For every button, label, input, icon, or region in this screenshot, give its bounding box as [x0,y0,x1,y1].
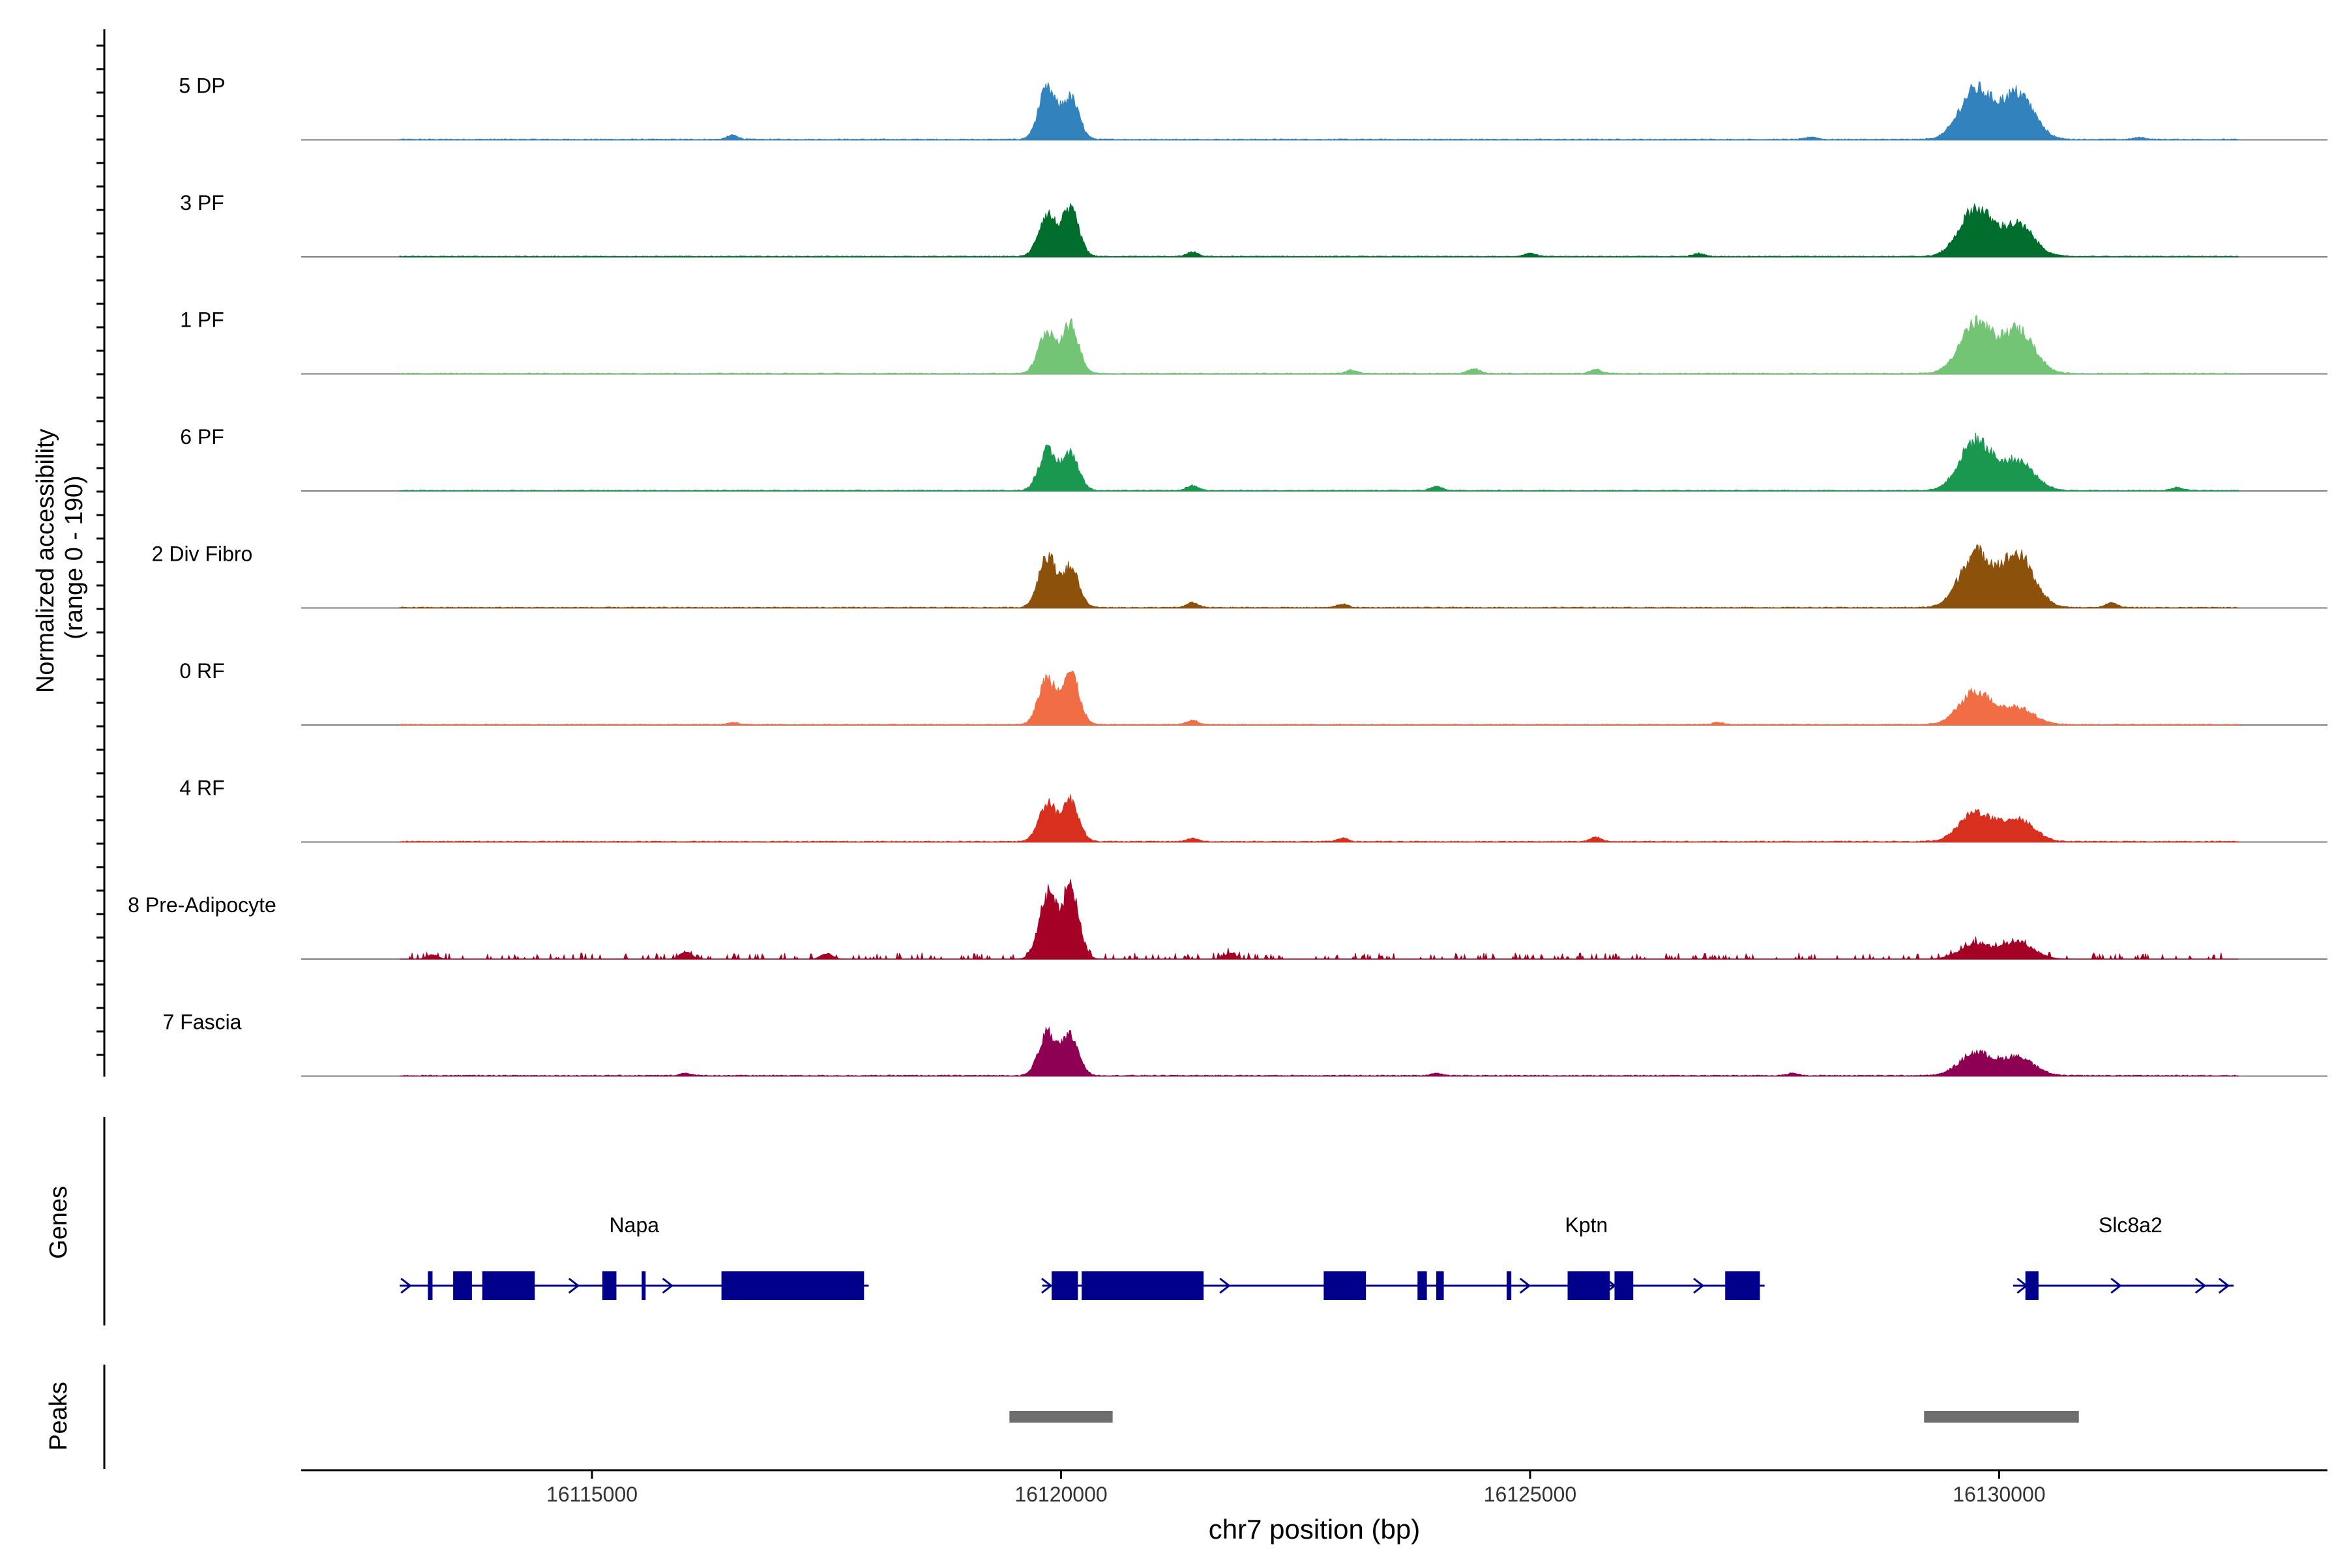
coverage-area [399,794,2239,843]
track-label: 3 PF [180,191,224,214]
gene-exon [721,1271,864,1300]
strand-arrow-icon [1693,1277,1705,1294]
coverage-track: 5 DP [179,74,2327,141]
track-label: 2 Div Fibro [152,542,253,566]
gene-exon [642,1271,646,1300]
coverage-area [399,670,2239,726]
gene-exon [1436,1271,1444,1300]
y-axis-title-line1: Normalized accessibility [32,429,59,693]
gene-label: Napa [610,1213,660,1237]
x-tick-label: 16125000 [1484,1483,1576,1506]
coverage-track: 8 Pre-Adipocyte [128,879,2327,960]
coverage-track: 3 PF [180,191,2327,258]
gene-exon [428,1271,433,1300]
y-axis-title: Normalized accessibility (range 0 - 190) [32,422,88,693]
gene-exon [1052,1271,1078,1300]
coverage-area [399,203,2239,258]
coverage-track: 7 Fascia [163,1011,2327,1077]
gene-label: Kptn [1565,1213,1608,1237]
coverage-area [399,1026,2239,1077]
track-label: 4 RF [179,777,224,800]
gene-exon [1725,1271,1760,1300]
y-axis [96,29,106,1077]
gene-model: Kptn [1041,1213,1765,1300]
gene-exon [1506,1271,1512,1300]
gene-exon [602,1271,617,1300]
strand-arrow-icon [1041,1277,1053,1294]
coverage-area [399,81,2239,141]
x-axis: 16115000 16120000 16125000 16130000 [301,1469,2327,1506]
coverage-area [399,544,2239,609]
genes-track: Napa Kptn Slc8a2 [103,1117,2234,1325]
gene-exon [2025,1271,2039,1300]
coverage-track: 2 Div Fibro [152,542,2327,609]
strand-arrow-icon [400,1277,412,1294]
gene-model: Napa [400,1213,869,1300]
track-label: 5 DP [179,74,225,98]
track-label: 0 RF [179,659,224,683]
coverage-area [399,432,2239,492]
coverage-area [399,314,2239,375]
strand-arrow-icon [1604,1277,1617,1294]
strand-arrow-icon [2110,1277,2122,1294]
gene-model: Slc8a2 [2013,1213,2234,1300]
strand-arrow-icon [1519,1277,1531,1294]
peaks-track [103,1365,2079,1469]
strand-arrow-icon [1219,1277,1231,1294]
gene-exon [1323,1271,1366,1300]
coverage-track: 4 RF [179,777,2327,843]
x-tick-label: 16130000 [1953,1483,2045,1506]
track-label: 7 Fascia [163,1011,242,1034]
coverage-track: 1 PF [180,308,2327,375]
peak-region [1924,1411,2079,1423]
gene-label: Slc8a2 [2099,1213,2162,1237]
gene-exon [453,1271,472,1300]
track-label: 8 Pre-Adipocyte [128,893,276,917]
coverage-track: 6 PF [180,425,2327,492]
coverage-area [400,879,2239,960]
gene-exon [482,1271,535,1300]
strand-arrow-icon [568,1277,580,1294]
gene-exon [1614,1271,1634,1300]
y-axis-title-line2: (range 0 - 190) [61,475,88,639]
coverage-track: 0 RF [179,659,2327,726]
strand-arrow-icon [2016,1277,2028,1294]
x-tick-label: 16115000 [546,1483,638,1506]
track-label: 1 PF [180,308,224,332]
strand-arrow-icon [2194,1277,2207,1294]
genes-track-label: Genes [45,1186,72,1259]
x-tick-label: 16120000 [1014,1483,1107,1506]
strand-arrow-icon [662,1277,674,1294]
gene-exon [1417,1271,1427,1300]
track-label: 6 PF [180,425,224,449]
gene-exon [1567,1271,1610,1300]
peaks-track-label: Peaks [45,1382,72,1451]
x-axis-title: chr7 position (bp) [1209,1514,1421,1545]
coverage-tracks: 5 DP 3 PF 1 PF 6 PF 2 Div Fibro 0 RF 4 RF 8 Pre… [128,74,2327,1077]
strand-arrow-icon [2218,1277,2230,1294]
gene-exon [1082,1271,1204,1300]
peak-region [1009,1411,1113,1423]
